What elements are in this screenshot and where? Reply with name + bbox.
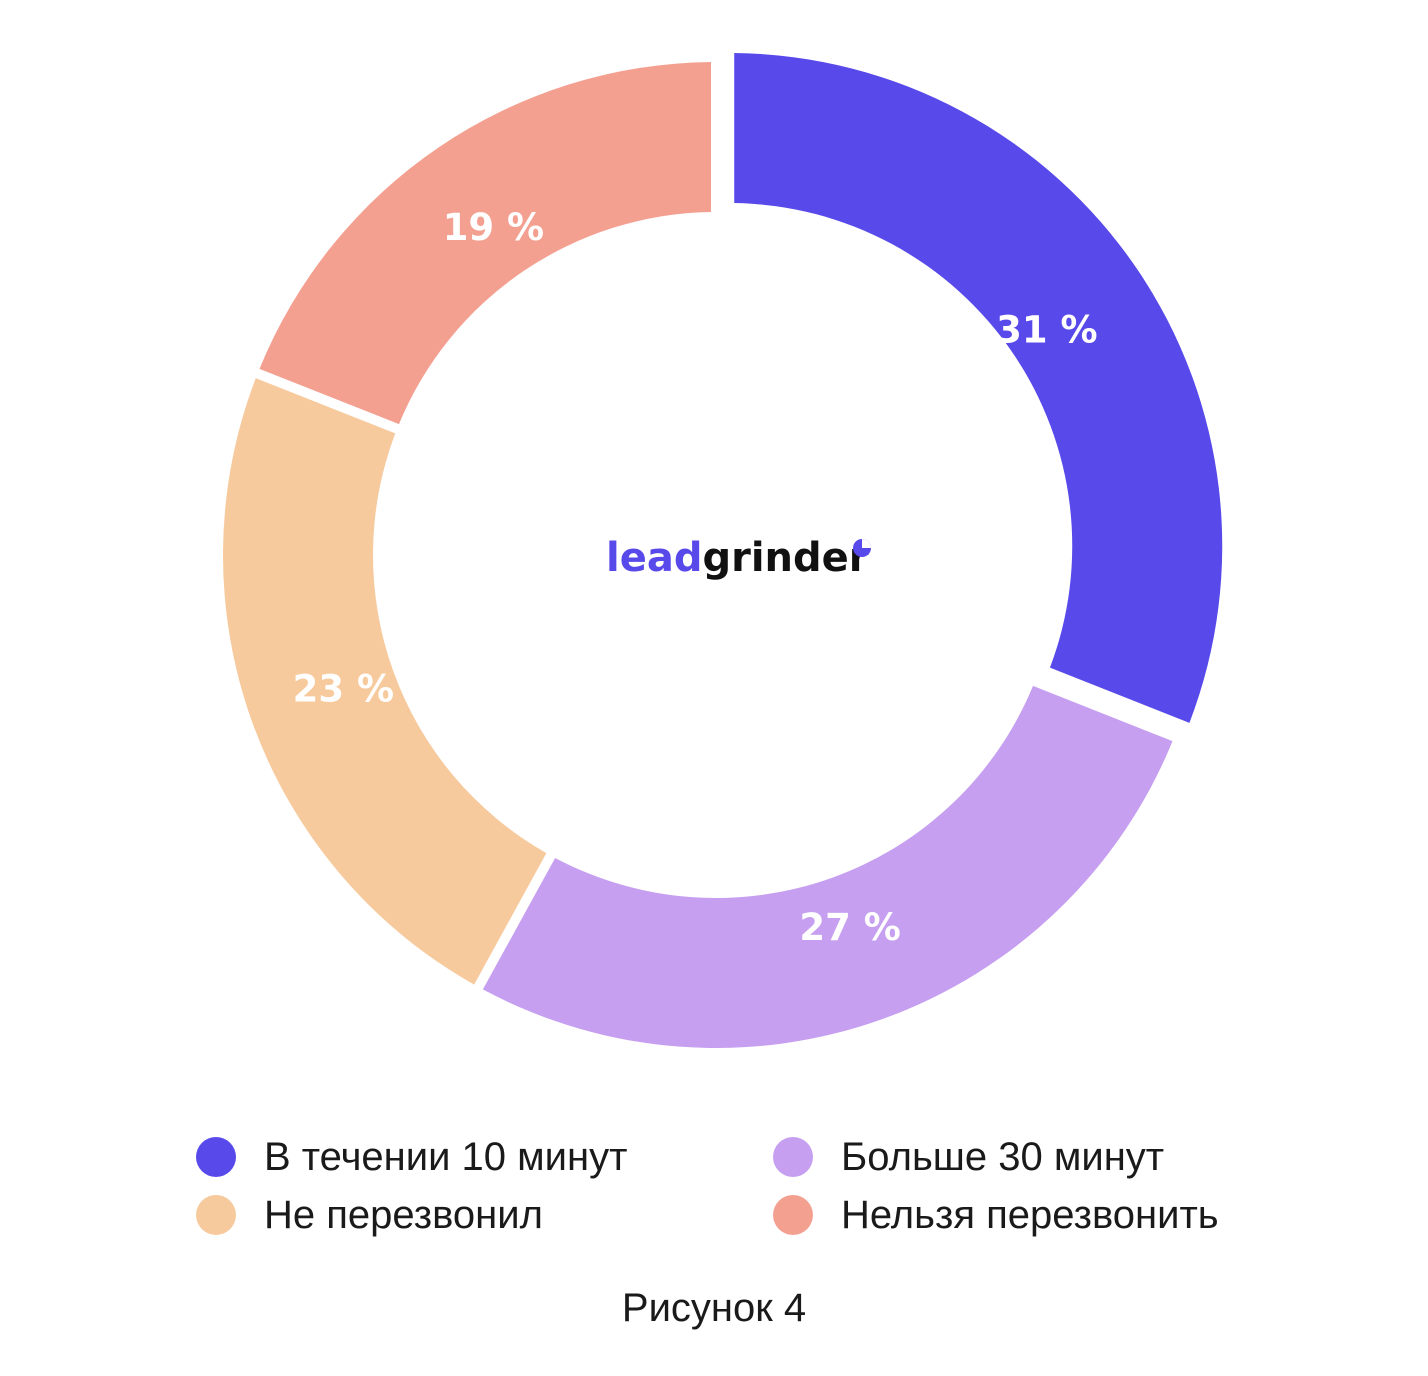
slice-label-over-30-min: 27 % — [799, 906, 900, 949]
legend-item-cannot-call-back: Нельзя перезвонить — [773, 1192, 1293, 1238]
slice-label-no-callback: 23 % — [293, 668, 394, 711]
figure-caption: Рисунок 4 — [621, 1286, 807, 1330]
legend-dot-icon — [196, 1195, 236, 1235]
logo-text-grinder: grinder — [702, 535, 868, 581]
svg-text:leadgrinder: leadgrinder — [606, 535, 869, 581]
legend-label: Нельзя перезвонить — [841, 1192, 1219, 1237]
legend-item-within-10-min: В течении 10 минут — [196, 1134, 773, 1180]
legend-label: Не перезвонил — [264, 1192, 543, 1237]
chart-legend: В течении 10 минут Больше 30 минут Не пе… — [196, 1134, 1316, 1238]
slice-label-cannot-call-back: 19 % — [443, 206, 544, 249]
logo-mark-icon — [853, 539, 871, 557]
legend-dot-icon — [773, 1195, 813, 1235]
legend-dot-icon — [196, 1137, 236, 1177]
logo-text-lead: lead — [606, 535, 702, 581]
legend-item-no-callback: Не перезвонил — [196, 1192, 773, 1238]
slice-label-within-10-min: 31 % — [996, 309, 1097, 352]
slice-within-10-min — [734, 53, 1223, 723]
donut-chart: 31 % 27 % 23 % 19 % leadgrinder — [222, 53, 1223, 1048]
slice-over-30-min — [482, 685, 1173, 1048]
donut-slices — [222, 53, 1223, 1048]
slice-no-callback — [222, 378, 547, 985]
legend-label: Больше 30 минут — [841, 1134, 1165, 1179]
legend-item-over-30-min: Больше 30 минут — [773, 1134, 1293, 1180]
slice-labels: 31 % 27 % 23 % 19 % — [293, 206, 1098, 949]
legend-label: В течении 10 минут — [264, 1134, 628, 1179]
center-logo: leadgrinder — [606, 535, 871, 581]
slice-cannot-call-back — [259, 62, 712, 425]
legend-dot-icon — [773, 1137, 813, 1177]
